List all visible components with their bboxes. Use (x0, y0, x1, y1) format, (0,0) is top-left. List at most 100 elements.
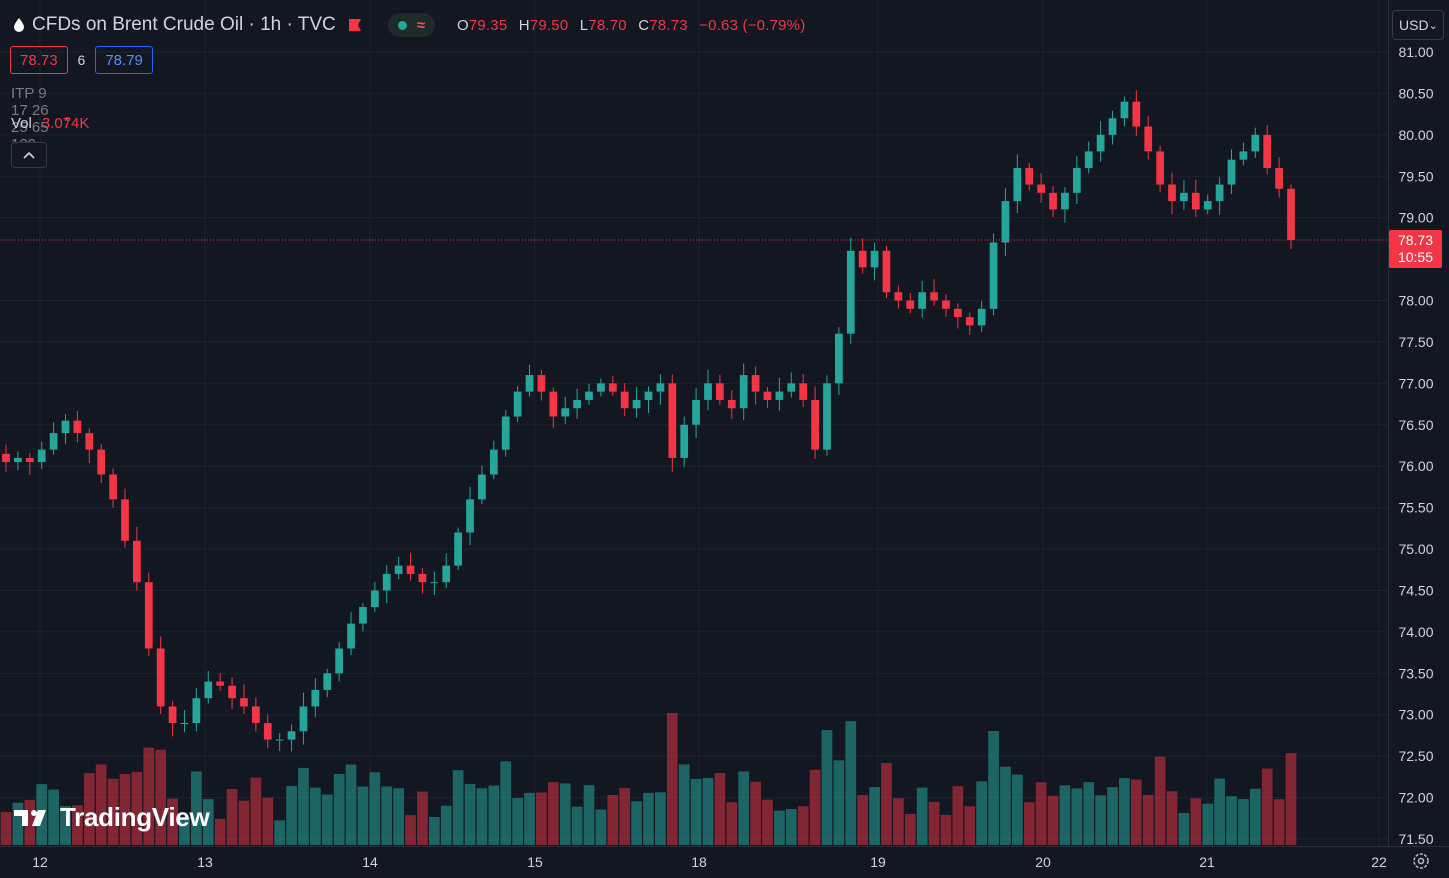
candle-body (965, 317, 974, 326)
volume-bar (726, 802, 738, 845)
volume-bar (536, 792, 547, 845)
candle-body (204, 681, 213, 699)
candle-body (823, 383, 831, 450)
sell-button[interactable]: 78.73 (10, 46, 68, 74)
candle-body (228, 685, 236, 699)
price-tick-label: 72.00 (1398, 790, 1433, 806)
volume-bar (524, 792, 535, 845)
candle-body (370, 590, 379, 608)
symbol-header[interactable]: CFDs on Brent Crude Oil · 1h · TVC ≈ O79… (14, 12, 812, 38)
volume-bar (226, 788, 238, 845)
candle-body (1013, 167, 1022, 202)
candle-body (882, 250, 891, 293)
trade-buttons: 78.73 6 78.79 (10, 46, 153, 74)
time-tick-label: 15 (527, 854, 543, 870)
price-tick-label: 77.50 (1398, 334, 1433, 350)
price-tick-label: 71.50 (1398, 831, 1433, 847)
candle-body (275, 739, 284, 741)
market-status[interactable]: ≈ (387, 13, 435, 37)
price-tick-label: 77.00 (1398, 375, 1433, 391)
time-tick-label: 13 (197, 854, 213, 870)
volume-bar (464, 783, 476, 845)
volume-bar (1249, 788, 1261, 845)
symbol-title[interactable]: CFDs on Brent Crude Oil · 1h · TVC (32, 14, 336, 35)
time-tick-label: 12 (32, 854, 48, 870)
volume-bar (1226, 796, 1237, 845)
candle-body (787, 383, 796, 392)
volume-bar (702, 777, 714, 845)
volume-bar (833, 760, 845, 845)
candle-body (870, 250, 879, 268)
open-key: O (456, 16, 469, 34)
volume-bar (1047, 795, 1059, 845)
price-tick-label: 74.00 (1398, 624, 1433, 640)
price-axis[interactable]: 81.00 80.50 80.00 79.50 79.00 78.00 77.50 77.00… (1398, 44, 1433, 847)
volume-bar (107, 778, 119, 845)
candle-body (501, 416, 510, 450)
volume-bar (940, 814, 952, 845)
candle-body (1108, 118, 1117, 135)
close-key: C (638, 16, 650, 34)
eye-hidden-icon[interactable] (64, 110, 70, 128)
volume-bar (1107, 787, 1118, 845)
chevron-down-icon: ⌄ (1428, 19, 1438, 32)
volume-bar (321, 794, 333, 845)
volume-bar (750, 781, 761, 845)
volume-bar (1023, 802, 1035, 845)
candle-body (2, 453, 10, 463)
candle-body (1287, 188, 1295, 241)
high-key: H (518, 16, 530, 34)
volume-bar (500, 761, 512, 845)
candle-body (133, 540, 141, 583)
volume-bar (821, 729, 833, 845)
candle-body (763, 391, 772, 400)
collapse-legend-button[interactable] (11, 142, 47, 168)
volume-bar (488, 785, 500, 845)
volume-bar (631, 801, 642, 845)
candle-body (156, 648, 165, 707)
volume-bar (1000, 766, 1011, 845)
volume-bar (643, 792, 654, 845)
volume-bar (298, 767, 309, 845)
time-axis[interactable]: 12 13 14 15 18 19 20 21 22 (32, 854, 1387, 870)
candle-body (466, 499, 474, 533)
time-tick-label: 22 (1371, 854, 1387, 870)
volume-bar (417, 791, 428, 845)
candle-body (299, 706, 308, 732)
volume-bar (214, 818, 226, 845)
tradingview-logo[interactable]: TradingView (14, 802, 210, 833)
candle-body (977, 308, 986, 326)
volume-bar (143, 747, 155, 845)
tradingview-logo-icon (14, 809, 46, 826)
volume-bar (428, 816, 440, 845)
candle-body (406, 565, 415, 574)
indicator-volume[interactable]: Vol 3.074K (11, 115, 89, 132)
volume-bar (476, 788, 488, 845)
last-price-value: 78.73 (1397, 232, 1434, 248)
candle-body (323, 673, 332, 690)
volume-bar (774, 810, 785, 845)
volume-bar (274, 820, 286, 845)
volume-bar (952, 786, 964, 845)
currency-select[interactable]: USD ⌄ (1392, 10, 1444, 40)
flag-icon[interactable] (348, 18, 362, 32)
candle-body (1191, 192, 1200, 210)
candle-body (1180, 192, 1188, 202)
candle-body (97, 449, 106, 475)
candle-body (478, 474, 486, 500)
candle-body (287, 731, 296, 740)
currency-label: USD (1399, 17, 1429, 33)
volume-bar (1190, 798, 1202, 845)
candle-body (811, 399, 819, 450)
volume-bar (60, 805, 71, 845)
candle-body (1084, 151, 1093, 168)
candle-body (692, 399, 700, 425)
candle-body (61, 420, 70, 434)
oil-drop-icon (14, 18, 24, 32)
price-change: −0.63 (−0.79%) (699, 16, 806, 34)
volume-bar (1095, 795, 1106, 845)
buy-button[interactable]: 78.79 (95, 46, 153, 74)
gear-icon[interactable] (1410, 850, 1432, 872)
candle-body (930, 292, 938, 301)
